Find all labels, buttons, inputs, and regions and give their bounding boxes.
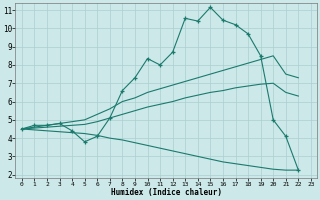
X-axis label: Humidex (Indice chaleur): Humidex (Indice chaleur) xyxy=(111,188,222,197)
